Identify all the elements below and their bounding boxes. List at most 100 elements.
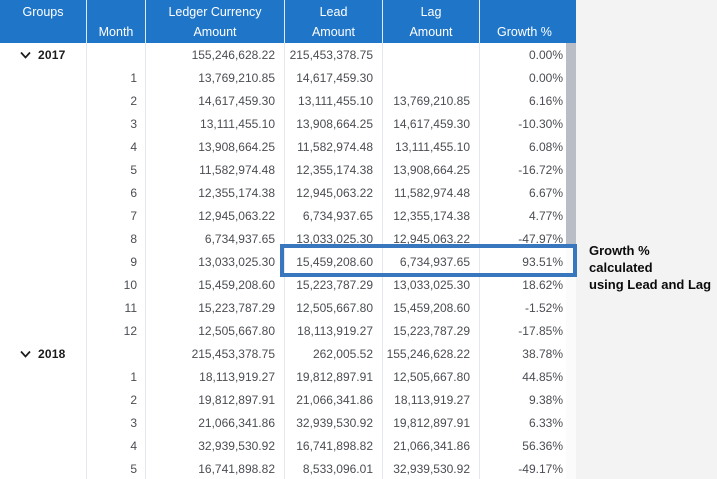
column-header-groups[interactable]: Groups: [0, 0, 87, 43]
ledger-amount-cell: 13,769,210.85: [146, 66, 285, 89]
month-cell: 12: [87, 319, 146, 342]
group-label[interactable]: 2017: [38, 47, 66, 62]
lag-amount-cell: 13,908,664.25: [383, 158, 480, 181]
groups-cell: [0, 296, 87, 319]
groups-cell: [0, 365, 87, 388]
growth-cell: 6.67%: [480, 181, 569, 204]
matrix-table: Groups Month Ledger Currency Amount Lead…: [0, 0, 576, 479]
column-header-lag-amount[interactable]: Lag Amount: [383, 0, 480, 43]
growth-cell: -16.72%: [480, 158, 569, 181]
ledger-amount-cell: 19,812,897.91: [146, 388, 285, 411]
lag-amount-cell: 13,033,025.30: [383, 273, 480, 296]
lag-amount-cell: 6,734,937.65: [383, 250, 480, 273]
group-toggle-cell[interactable]: 2017: [0, 43, 87, 66]
lead-amount-cell: 14,617,459.30: [285, 66, 383, 89]
month-cell: [87, 342, 146, 365]
month-cell: 7: [87, 204, 146, 227]
group-label[interactable]: 2018: [38, 346, 66, 361]
lag-amount-cell: 19,812,897.91: [383, 411, 480, 434]
scrollbar-thumb[interactable]: [566, 43, 576, 248]
lead-amount-cell: 15,223,787.29: [285, 273, 383, 296]
lag-amount-cell: 12,505,667.80: [383, 365, 480, 388]
lag-amount-cell: 13,769,210.85: [383, 89, 480, 112]
ledger-amount-cell: 11,582,974.48: [146, 158, 285, 181]
lead-amount-cell: 12,505,667.80: [285, 296, 383, 319]
column-header-label: Ledger Currency: [168, 4, 262, 19]
groups-cell: [0, 227, 87, 250]
column-header-label: Amount: [409, 24, 453, 39]
growth-cell: -1.52%: [480, 296, 569, 319]
month-row: 1 18,113,919.27 19,812,897.91 12,505,667.80…: [0, 365, 576, 388]
vertical-scrollbar[interactable]: [566, 43, 576, 479]
lead-amount-cell: 11,582,974.48: [285, 135, 383, 158]
lag-amount-cell: [383, 66, 480, 89]
column-header-ledger-currency-amount[interactable]: Ledger Currency Amount: [146, 0, 285, 43]
month-cell: [87, 43, 146, 66]
table-body: 2017 155,246,628.22 215,453,378.75 0.00% 1 13…: [0, 43, 576, 479]
month-row: 12 12,505,667.80 18,113,919.27 15,223,787.2…: [0, 319, 576, 342]
lag-amount-cell: 155,246,628.22: [383, 342, 480, 365]
lead-amount-cell: 215,453,378.75: [285, 43, 383, 66]
ledger-amount-cell: 16,741,898.82: [146, 457, 285, 479]
month-row: 11 15,223,787.29 12,505,667.80 15,459,208.6…: [0, 296, 576, 319]
ledger-amount-cell: 15,223,787.29: [146, 296, 285, 319]
month-cell: 5: [87, 457, 146, 479]
lag-amount-cell: 12,945,063.22: [383, 227, 480, 250]
growth-cell: 0.00%: [480, 66, 569, 89]
lead-amount-cell: 12,945,063.22: [285, 181, 383, 204]
lead-amount-cell: 8,533,096.01: [285, 457, 383, 479]
ledger-amount-cell: 12,945,063.22: [146, 204, 285, 227]
lead-amount-cell: 16,741,898.82: [285, 434, 383, 457]
groups-cell: [0, 66, 87, 89]
groups-cell: [0, 112, 87, 135]
ledger-amount-cell: 6,734,937.65: [146, 227, 285, 250]
chevron-down-icon[interactable]: [20, 51, 31, 59]
growth-cell: -49.17%: [480, 457, 569, 479]
lead-amount-cell: 32,939,530.92: [285, 411, 383, 434]
ledger-amount-cell: 12,505,667.80: [146, 319, 285, 342]
growth-cell: 9.38%: [480, 388, 569, 411]
month-cell: 5: [87, 158, 146, 181]
group-row-2018: 2018 215,453,378.75 262,005.52 155,246,628.…: [0, 342, 576, 365]
ledger-amount-cell: 14,617,459.30: [146, 89, 285, 112]
lag-amount-cell: 32,939,530.92: [383, 457, 480, 479]
growth-cell: 6.33%: [480, 411, 569, 434]
groups-cell: [0, 457, 87, 479]
group-toggle-cell[interactable]: 2018: [0, 342, 87, 365]
growth-cell: -10.30%: [480, 112, 569, 135]
lead-amount-cell: 6,734,937.65: [285, 204, 383, 227]
column-header-label: Growth %: [497, 24, 552, 39]
column-header-month[interactable]: Month: [87, 0, 146, 43]
ledger-amount-cell: 12,355,174.38: [146, 181, 285, 204]
lag-amount-cell: 15,459,208.60: [383, 296, 480, 319]
ledger-amount-cell: 21,066,341.86: [146, 411, 285, 434]
groups-cell: [0, 204, 87, 227]
ledger-amount-cell: 32,939,530.92: [146, 434, 285, 457]
ledger-amount-cell: 215,453,378.75: [146, 342, 285, 365]
lag-amount-cell: 15,223,787.29: [383, 319, 480, 342]
groups-cell: [0, 319, 87, 342]
month-cell: 4: [87, 434, 146, 457]
month-cell: 2: [87, 388, 146, 411]
header-filler: [569, 0, 576, 43]
lead-amount-cell: 12,355,174.38: [285, 158, 383, 181]
lead-amount-cell: 262,005.52: [285, 342, 383, 365]
column-header-label: Amount: [311, 24, 356, 39]
month-cell: 11: [87, 296, 146, 319]
lead-amount-cell: 13,033,025.30: [285, 227, 383, 250]
month-row: 4 32,939,530.92 16,741,898.82 21,066,341.86…: [0, 434, 576, 457]
chevron-down-icon[interactable]: [20, 350, 31, 358]
column-header-growth-pct[interactable]: Growth %: [480, 0, 569, 43]
column-header-label: Groups: [22, 4, 64, 19]
groups-cell: [0, 135, 87, 158]
annotation-line-2: using Lead and Lag: [589, 277, 712, 292]
growth-cell: 4.77%: [480, 204, 569, 227]
annotation-line-1: Growth % calculated: [589, 243, 653, 275]
lead-amount-cell: 19,812,897.91: [285, 365, 383, 388]
group-row-2017: 2017 155,246,628.22 215,453,378.75 0.00%: [0, 43, 576, 66]
column-header-lead-amount[interactable]: Lead Amount: [285, 0, 383, 43]
lag-amount-cell: 21,066,341.86: [383, 434, 480, 457]
lag-amount-cell: 14,617,459.30: [383, 112, 480, 135]
month-row: 2 14,617,459.30 13,111,455.10 13,769,210.85…: [0, 89, 576, 112]
month-row: 4 13,908,664.25 11,582,974.48 13,111,455.10…: [0, 135, 576, 158]
